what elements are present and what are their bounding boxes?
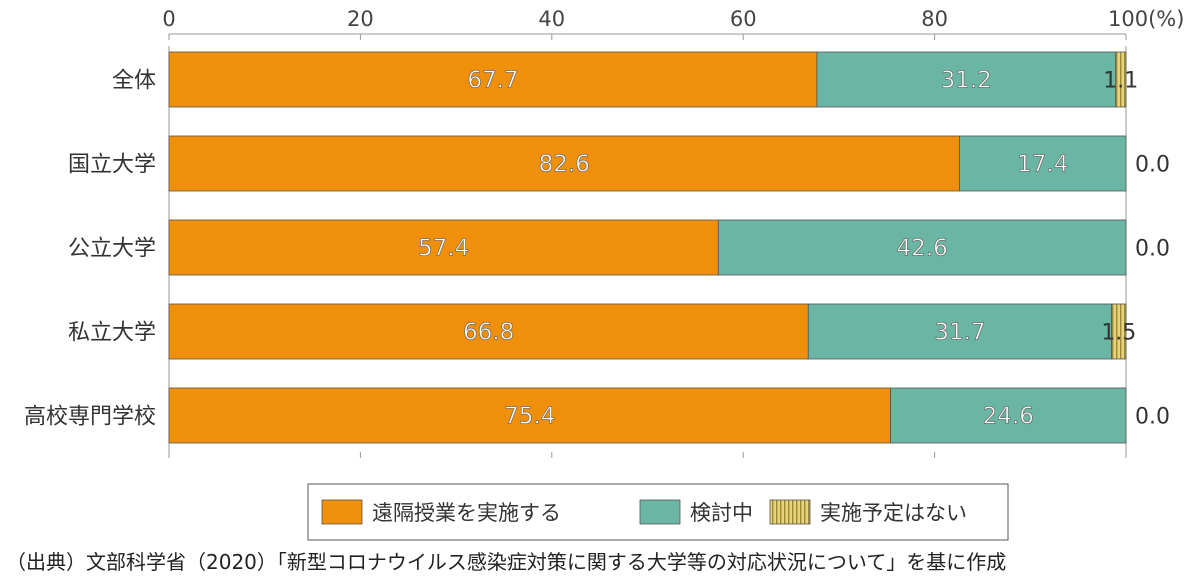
bar-value-label-small: 1.1 (1103, 69, 1138, 94)
bar-value-label: 66.8 (463, 320, 514, 346)
stacked-bar-chart: 0 20 40 60 80 100(%) 全体 67.7 31.2 1.1 国立大学 82.6 17.4… (24, 7, 1184, 541)
x-tick-label: 20 (347, 7, 374, 31)
legend-label: 検討中 (690, 501, 753, 525)
bar-value-label: 67.7 (467, 68, 518, 94)
x-tick-label: 0 (162, 7, 175, 31)
legend-swatch (321, 499, 363, 525)
bar-value-label: 57.4 (418, 236, 469, 262)
bar-value-label: 24.6 (983, 404, 1034, 430)
source-caption: （出典）文部科学省（2020）「新型コロナウイルス感染症対策に関する大学等の対応… (6, 550, 1007, 574)
category-label: 私立大学 (68, 321, 156, 346)
category-label: 高校専門学校 (24, 405, 156, 430)
bar-value-label: 31.7 (934, 320, 985, 346)
bar-segment (1115, 51, 1127, 108)
legend-label: 実施予定はない (820, 501, 967, 525)
bar-value-label: 17.4 (1017, 152, 1068, 178)
bar-segment (168, 387, 891, 444)
bar-value-label: 31.2 (941, 68, 992, 94)
bar-segment (959, 135, 1127, 192)
bar-value-label-small: 1.5 (1101, 321, 1136, 346)
category-label: 全体 (112, 69, 156, 94)
x-tick-label: 40 (538, 7, 565, 31)
bar-segment (717, 219, 1127, 276)
bar-segment (168, 51, 818, 108)
bar-segment (168, 303, 809, 360)
bar-segment (1111, 303, 1127, 360)
x-tick-label: 80 (921, 7, 948, 31)
bar-value-label-small: 0.0 (1135, 153, 1170, 178)
bar-value-label-small: 0.0 (1135, 405, 1170, 430)
legend-swatch (769, 499, 811, 525)
bar-value-label: 75.4 (504, 404, 555, 430)
bar-value-label-small: 0.0 (1135, 237, 1170, 262)
legend-label: 遠隔授業を実施する (372, 501, 561, 525)
legend-swatch (639, 499, 681, 525)
bar-value-label: 82.6 (539, 152, 590, 178)
x-tick-label: 60 (730, 7, 757, 31)
bar-segment (890, 387, 1127, 444)
category-label: 公立大学 (68, 237, 156, 262)
bar-value-label: 42.6 (897, 236, 948, 262)
x-tick-label: 100(%) (1108, 7, 1184, 31)
category-label: 国立大学 (68, 153, 156, 178)
bar-segment (168, 219, 719, 276)
